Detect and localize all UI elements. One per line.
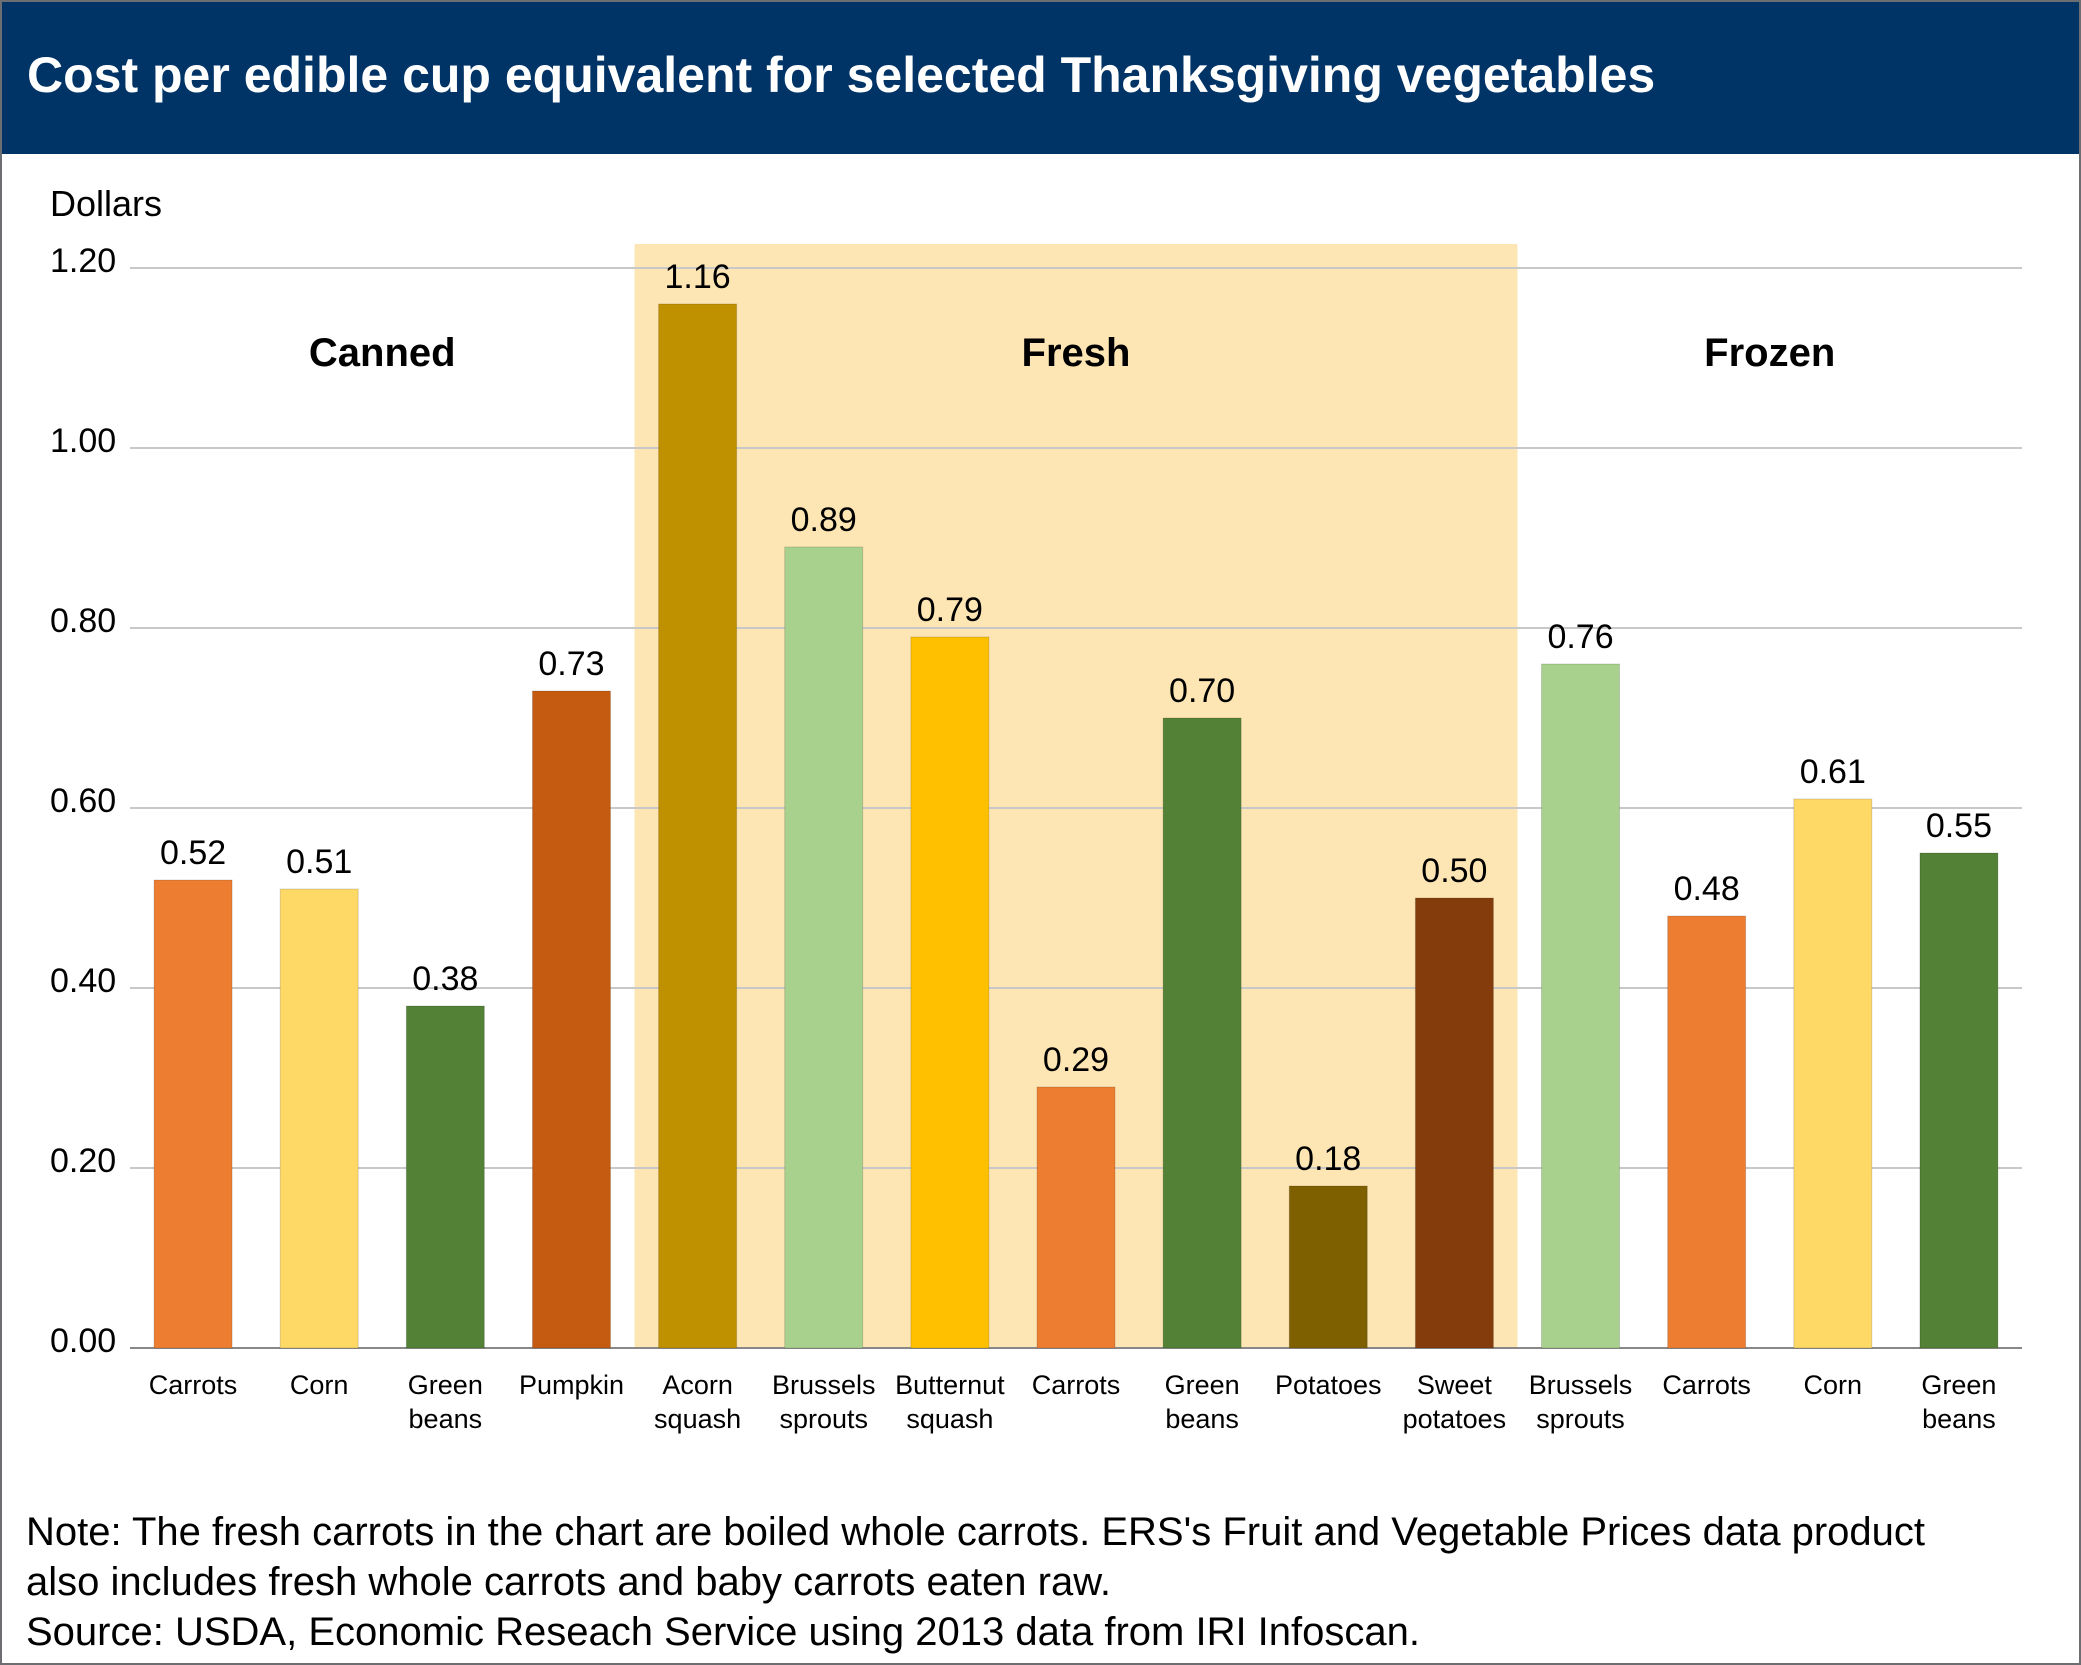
y-tick-label: 0.00 — [50, 1322, 116, 1360]
bar-value-label: 0.76 — [1547, 618, 1613, 656]
group-label-fresh: Fresh — [1022, 331, 1131, 375]
bar — [279, 888, 359, 1349]
x-tick-label: Acorn — [662, 1370, 733, 1400]
title-bar: Cost per edible cup equivalent for selec… — [2, 2, 2079, 154]
bar — [531, 690, 611, 1349]
bar-value-label: 0.48 — [1674, 870, 1740, 908]
bar-value-label: 0.70 — [1169, 672, 1235, 710]
bar — [1288, 1185, 1368, 1349]
bar — [1541, 663, 1621, 1349]
note-line-2: also includes fresh whole carrots and ba… — [26, 1560, 1112, 1604]
y-tick-label: 0.20 — [50, 1142, 116, 1180]
x-tick-label: Carrots — [1662, 1370, 1751, 1400]
x-tick-label: Butternut — [895, 1370, 1005, 1400]
bar-value-label: 0.61 — [1800, 753, 1866, 791]
x-tick-label: sprouts — [779, 1404, 868, 1434]
bar-value-label: 0.50 — [1421, 852, 1487, 890]
bar-value-label: 0.79 — [917, 591, 983, 629]
bar — [153, 879, 233, 1349]
bar-value-label: 0.73 — [538, 645, 604, 683]
x-tick-label: sprouts — [1536, 1404, 1625, 1434]
note-line-1: Note: The fresh carrots in the chart are… — [26, 1510, 1925, 1554]
source-line: Source: USDA, Economic Reseach Service u… — [26, 1610, 1421, 1654]
bar — [405, 1005, 485, 1349]
x-tick-label: Carrots — [149, 1370, 238, 1400]
x-tick-label: Brussels — [772, 1370, 876, 1400]
x-tick-label: Potatoes — [1275, 1370, 1382, 1400]
x-tick-label: Corn — [290, 1370, 349, 1400]
x-tick-label: Green — [408, 1370, 483, 1400]
bar — [1162, 717, 1242, 1349]
chart-title: Cost per edible cup equivalent for selec… — [27, 47, 1656, 103]
x-tick-label: potatoes — [1403, 1404, 1507, 1434]
x-tick-label: beans — [409, 1404, 483, 1434]
x-tick-label: Corn — [1804, 1370, 1863, 1400]
bar — [658, 303, 738, 1349]
bar-value-label: 0.51 — [286, 843, 352, 881]
bar — [784, 546, 864, 1349]
group-label-canned: Canned — [309, 331, 456, 375]
y-tick-label: 1.00 — [50, 422, 116, 460]
x-tick-label: squash — [906, 1404, 993, 1434]
x-tick-label: Green — [1921, 1370, 1996, 1400]
bar-value-label: 0.38 — [412, 960, 478, 998]
y-tick-label: 0.80 — [50, 602, 116, 640]
bar — [1036, 1086, 1116, 1349]
x-tick-label: Green — [1165, 1370, 1240, 1400]
y-tick-label: 1.20 — [50, 242, 116, 280]
bar-value-label: 0.29 — [1043, 1041, 1109, 1079]
x-tick-label: Carrots — [1032, 1370, 1121, 1400]
bar — [1919, 852, 1999, 1349]
bar — [1667, 915, 1747, 1349]
bar — [1793, 798, 1873, 1349]
x-tick-label: Brussels — [1529, 1370, 1633, 1400]
bar-value-label: 0.89 — [791, 501, 857, 539]
x-tick-label: Sweet — [1417, 1370, 1493, 1400]
group-label-frozen: Frozen — [1704, 331, 1835, 375]
y-tick-label: 0.40 — [50, 962, 116, 1000]
bar-value-label: 1.16 — [665, 258, 731, 296]
x-tick-label: beans — [1165, 1404, 1239, 1434]
y-axis-label: Dollars — [50, 183, 162, 224]
y-tick-label: 0.60 — [50, 782, 116, 820]
bar — [910, 636, 990, 1349]
bar-value-label: 0.52 — [160, 834, 226, 872]
bar-value-label: 0.18 — [1295, 1140, 1361, 1178]
x-tick-label: squash — [654, 1404, 741, 1434]
bar-value-label: 0.55 — [1926, 807, 1992, 845]
x-tick-label: beans — [1922, 1404, 1996, 1434]
x-tick-label: Pumpkin — [519, 1370, 624, 1400]
bar — [1414, 897, 1494, 1349]
